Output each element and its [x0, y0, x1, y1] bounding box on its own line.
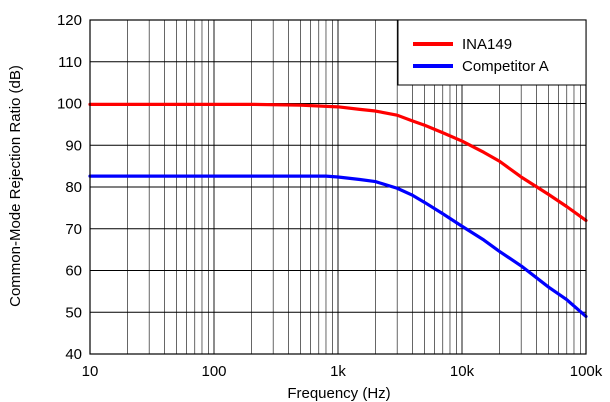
x-tick-label: 100k [570, 363, 603, 380]
x-tick-label: 1k [330, 363, 346, 380]
x-tick-label: 10k [450, 363, 475, 380]
x-tick-label: 100 [201, 363, 226, 380]
legend-box [397, 19, 587, 86]
series-line-competitor-a [88, 174, 588, 319]
y-tick-labels: 40 50 60 70 80 90 100 110 120 [57, 12, 82, 363]
y-tick-label: 110 [58, 54, 82, 71]
x-tick-label: 10 [82, 363, 99, 380]
legend-label-competitor-a: Competitor A [462, 58, 549, 75]
y-tick-label: 40 [65, 346, 82, 363]
x-tick-labels: 10 100 1k 10k 100k [82, 363, 603, 380]
x-axis-label: Frequency (Hz) [287, 385, 390, 402]
y-tick-label: 70 [65, 221, 82, 238]
y-tick-label: 120 [57, 12, 82, 29]
y-tick-label: 60 [65, 263, 82, 280]
series-line-ina149 [88, 102, 588, 222]
y-tick-label: 50 [65, 304, 82, 321]
legend-label-ina149: INA149 [462, 36, 512, 53]
y-tick-label: 80 [65, 179, 82, 196]
y-tick-label: 100 [57, 96, 82, 113]
series-lines [88, 102, 588, 319]
plot-frame [89, 19, 587, 355]
y-tick-label: 90 [65, 137, 82, 154]
y-axis-label: Common-Mode Rejection Ratio (dB) [7, 65, 24, 307]
legend: INA149 Competitor A [397, 19, 587, 86]
